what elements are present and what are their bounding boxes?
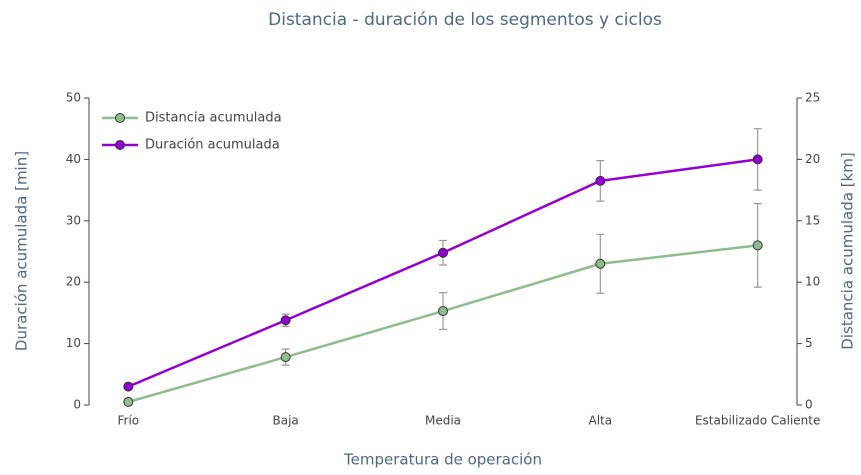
legend-label: Distancia acumulada (145, 111, 282, 126)
data-point (438, 306, 448, 317)
chart-title: Distancia - duración de los segmentos y … (268, 10, 662, 30)
x-tick-label: Baja (273, 414, 299, 428)
x-tick-label: Frío (118, 414, 140, 428)
y2-tick-label: 0 (805, 398, 813, 412)
data-point (123, 396, 134, 407)
series-line (127, 158, 758, 388)
x-tick-label: Media (425, 414, 461, 428)
legend-label: Duración acumulada (145, 138, 280, 153)
data-point (595, 175, 606, 186)
legend-marker (115, 140, 125, 150)
y2-tick-label: 20 (805, 152, 820, 166)
data-point (752, 154, 763, 165)
y2-tick-label: 5 (805, 336, 813, 350)
y-tick-label: 0 (73, 398, 81, 412)
y2-tick-label: 25 (805, 91, 820, 105)
y-tick-label: 10 (66, 336, 81, 350)
y2-axis-title: Distancia acumulada [km] (839, 152, 857, 349)
data-point (280, 352, 291, 363)
data-point (595, 258, 606, 269)
y-tick-label: 40 (66, 152, 81, 166)
y-axis-title: Duración acumulada [min] (13, 151, 31, 351)
legend-marker (115, 113, 125, 123)
y2-tick-label: 10 (805, 275, 820, 289)
data-point (438, 247, 448, 258)
x-tick-label: Estabilizado Caliente (695, 414, 820, 428)
x-axis-title: Temperatura de operación (343, 451, 542, 469)
y-tick-label: 50 (66, 91, 81, 105)
data-point (280, 315, 291, 326)
y-tick-label: 30 (66, 213, 81, 227)
y-tick-label: 20 (66, 275, 81, 289)
y2-tick-label: 15 (805, 213, 820, 227)
x-tick-label: Alta (589, 414, 613, 428)
data-point (752, 240, 763, 251)
data-point (123, 381, 134, 392)
